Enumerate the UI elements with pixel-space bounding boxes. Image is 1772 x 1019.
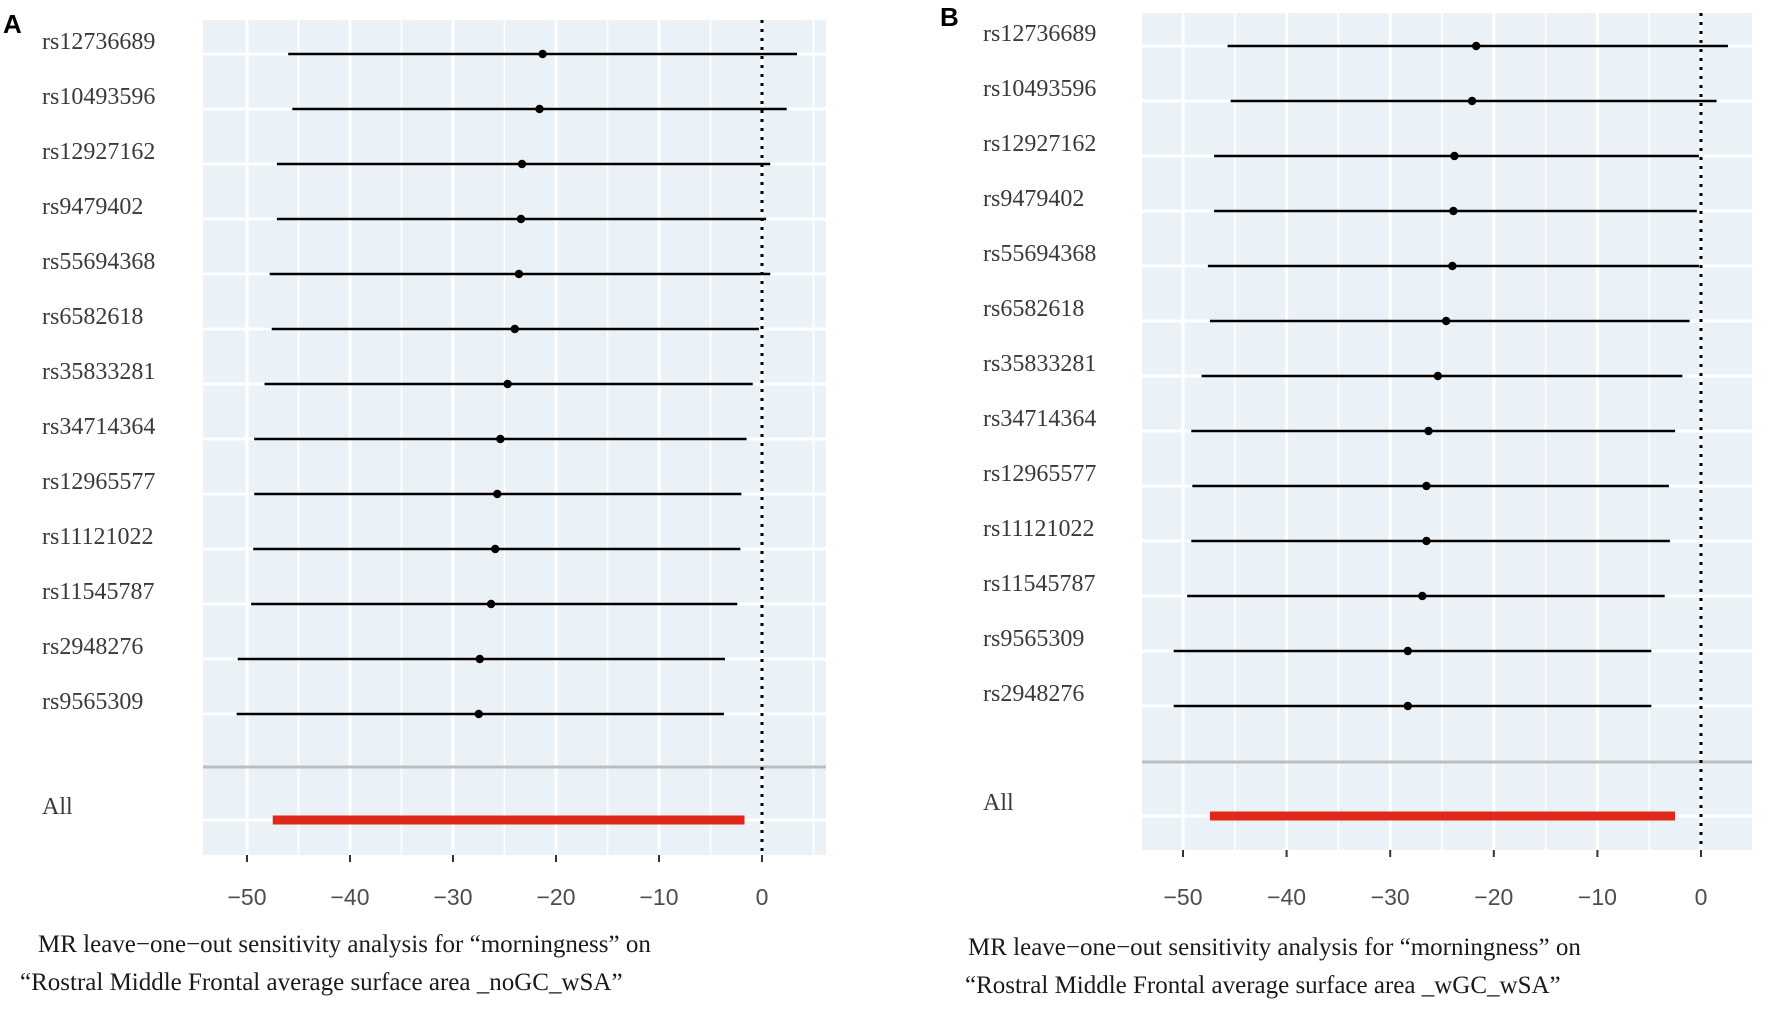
point-estimate (1418, 591, 1427, 601)
x-tick-label: −10 (639, 884, 678, 910)
point-estimate (535, 104, 544, 114)
overall-label: All (983, 790, 1014, 816)
point-estimate (1448, 261, 1457, 271)
point-estimate (1450, 151, 1459, 161)
snp-label: rs2948276 (42, 634, 143, 660)
point-estimate (1441, 316, 1451, 326)
snp-label: rs12927162 (983, 131, 1096, 157)
x-tick-label: −40 (1267, 884, 1306, 910)
point-estimate (1422, 536, 1431, 546)
panel-a: MR leave−one−out sensitivity analysis fo… (3, 9, 826, 996)
snp-label: rs12927162 (42, 139, 155, 165)
snp-label: rs12736689 (983, 21, 1096, 47)
snp-label: rs9565309 (42, 689, 143, 715)
point-estimate (486, 599, 496, 609)
snp-label: rs55694368 (983, 241, 1096, 267)
x-tick-label: −50 (227, 884, 266, 910)
point-estimate (1433, 371, 1443, 381)
x-tick-label: −30 (433, 884, 472, 910)
snp-label: rs11121022 (42, 524, 154, 550)
snp-label: rs11545787 (42, 579, 154, 605)
panel-b-letter: B (940, 2, 959, 32)
x-tick-label: −50 (1163, 884, 1202, 910)
snp-label: rs10493596 (42, 84, 155, 110)
point-estimate (514, 269, 524, 279)
point-estimate (474, 709, 483, 719)
snp-label: rs11545787 (983, 571, 1095, 597)
x-tick-label: −30 (1371, 884, 1410, 910)
point-estimate (1467, 96, 1477, 106)
panel-a-caption-line-2: “Rostral Middle Frontal average surface … (20, 969, 623, 996)
point-estimate (475, 654, 484, 664)
point-estimate (1424, 426, 1433, 436)
x-tick-label: −20 (1474, 884, 1513, 910)
point-estimate (510, 324, 519, 334)
point-estimate (503, 379, 512, 389)
snp-label: rs34714364 (42, 414, 155, 440)
snp-label: rs35833281 (983, 351, 1096, 377)
x-tick-label: −20 (536, 884, 575, 910)
panel-a-caption-line-1: MR leave−one−out sensitivity analysis fo… (38, 931, 651, 958)
snp-label: rs6582618 (42, 304, 143, 330)
snp-label: rs6582618 (983, 296, 1084, 322)
point-estimate (1422, 481, 1431, 491)
snp-label: rs12736689 (42, 29, 155, 55)
panel-b: MR leave−one−out sensitivity analysis fo… (940, 2, 1752, 999)
point-estimate (1449, 206, 1458, 216)
point-estimate (517, 159, 527, 169)
snp-label: rs10493596 (983, 76, 1096, 102)
point-estimate (493, 489, 502, 499)
snp-label: rs34714364 (983, 406, 1096, 432)
point-estimate (1471, 41, 1481, 51)
point-estimate (538, 49, 547, 59)
point-estimate (491, 544, 500, 554)
point-estimate (1403, 646, 1413, 656)
point-estimate (516, 214, 526, 224)
snp-label: rs9479402 (983, 186, 1084, 212)
panel-b-caption-line-1: MR leave−one−out sensitivity analysis fo… (968, 934, 1581, 961)
snp-label: rs12965577 (42, 469, 155, 495)
panel-b-caption-line-2: “Rostral Middle Frontal average surface … (965, 972, 1561, 999)
x-tick-label: 0 (1695, 884, 1708, 910)
x-tick-label: −10 (1578, 884, 1617, 910)
snp-label: rs35833281 (42, 359, 155, 385)
snp-label: rs9479402 (42, 194, 143, 220)
point-estimate (1403, 701, 1413, 711)
snp-label: rs2948276 (983, 681, 1084, 707)
snp-label: rs55694368 (42, 249, 155, 275)
point-estimate (496, 434, 505, 444)
snp-label: rs12965577 (983, 461, 1096, 487)
panel-a-letter: A (3, 9, 22, 39)
overall-label: All (42, 794, 73, 820)
snp-label: rs11121022 (983, 516, 1095, 542)
x-tick-label: −40 (330, 884, 369, 910)
x-tick-label: 0 (756, 884, 769, 910)
snp-label: rs9565309 (983, 626, 1084, 652)
